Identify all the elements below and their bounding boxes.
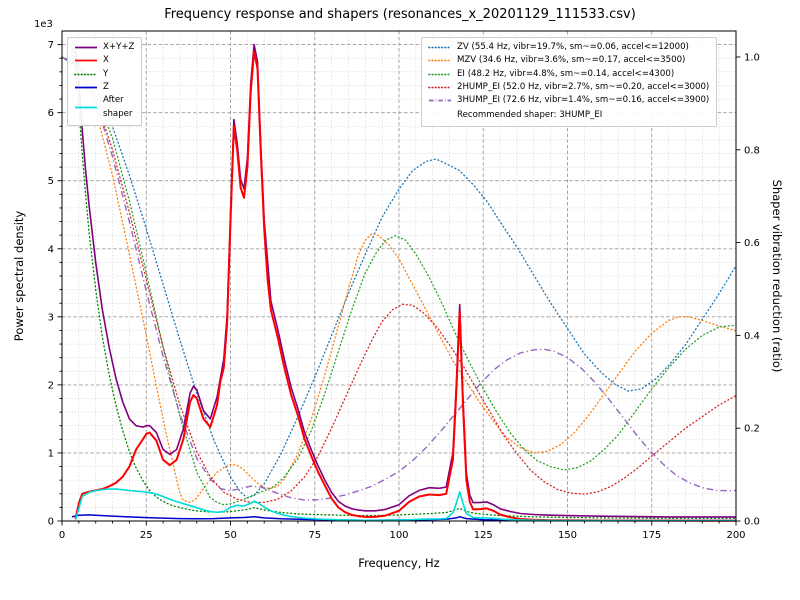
legend-item: ZV (55.4 Hz, vibr=19.7%, sm~=0.06, accel…: [428, 41, 709, 54]
series-X-Y-Z: [71, 43, 736, 518]
x-tick-label: 175: [642, 530, 661, 541]
legend-item: X+Y+Z: [74, 41, 134, 54]
legend-label: Z: [103, 81, 109, 92]
x-tick-label: 200: [726, 530, 745, 541]
series-EI: [61, 56, 737, 506]
legend-item: Z: [74, 81, 134, 94]
x-axis-label: Frequency, Hz: [358, 556, 440, 570]
legend-line-sample: [75, 86, 97, 89]
legend-line-sample: [75, 60, 97, 62]
x-tick-label: 150: [558, 530, 577, 541]
legend-line-sample: [428, 73, 452, 76]
legend-line-sample: [74, 73, 98, 76]
legend-line-sample: [429, 100, 451, 102]
y-left-tick-label: 0: [48, 517, 54, 528]
legend-item: Y: [74, 68, 134, 81]
legend-line-sample: [75, 46, 97, 49]
legend-label: X: [103, 55, 109, 66]
x-tick-label: 25: [140, 530, 153, 541]
legend-line-sample: [428, 46, 452, 49]
legend-line-sample: [75, 106, 97, 109]
legend-item: MZV (34.6 Hz, vibr=3.6%, sm~=0.17, accel…: [428, 54, 709, 67]
y-left-tick-label: 3: [48, 312, 54, 323]
y-right-tick-label: 0.6: [744, 238, 760, 249]
y-axis-label-right: Shaper vibration reduction (ratio): [770, 179, 784, 373]
legend-item: 2HUMP_EI (52.0 Hz, vibr=2.7%, sm~=0.20, …: [428, 81, 709, 94]
x-tick-label: 100: [389, 530, 408, 541]
legend-label: After shaper: [103, 95, 133, 119]
legend-psd: X+Y+Z X Y Z After shaper: [67, 37, 143, 126]
series-MZV: [61, 56, 737, 504]
x-tick-label: 0: [59, 530, 65, 541]
y-left-tick-label: 4: [48, 244, 54, 255]
series-After-shaper: [74, 488, 736, 522]
legend-note: Recommended shaper: 3HUMP_EI: [457, 109, 603, 120]
legend-label: X+Y+Z: [103, 42, 135, 52]
x-tick-label: 125: [474, 530, 493, 541]
x-tick-label: 75: [308, 530, 321, 541]
series-ZV: [61, 56, 737, 499]
legend-label: 3HUMP_EI (72.6 Hz, vibr=1.4%, sm~=0.16, …: [457, 95, 710, 106]
series-3HUMP_EI: [61, 56, 737, 501]
legend-line-sample: [428, 60, 452, 62]
series-X: [74, 50, 736, 522]
legend-item: 3HUMP_EI (72.6 Hz, vibr=1.4%, sm~=0.16, …: [428, 94, 709, 107]
series-Z: [71, 514, 736, 522]
y-right-tick-label: 1.0: [744, 52, 760, 63]
legend-label: Y: [103, 68, 109, 79]
y-left-tick-label: 5: [48, 176, 54, 187]
y-left-tick-label: 7: [48, 40, 54, 51]
y-axis-label-left: Power spectral density: [12, 210, 26, 342]
legend-item: After shaper: [74, 94, 134, 121]
legend-item: EI (48.2 Hz, vibr=4.8%, sm~=0.14, accel<…: [428, 68, 709, 81]
legend-label: ZV (55.4 Hz, vibr=19.7%, sm~=0.06, accel…: [457, 42, 689, 52]
y-left-tick-label: 1: [48, 448, 54, 459]
legend-label: 2HUMP_EI (52.0 Hz, vibr=2.7%, sm~=0.20, …: [457, 81, 710, 92]
legend-item: X: [74, 54, 134, 67]
x-tick-label: 50: [224, 530, 237, 541]
y-left-tick-label: 2: [48, 380, 54, 391]
series-2HUMP_EI: [61, 56, 737, 504]
y-right-tick-label: 0.0: [744, 517, 760, 528]
y-axis-offset-label: 1e3: [34, 19, 53, 30]
legend-label: EI (48.2 Hz, vibr=4.8%, sm~=0.14, accel<…: [457, 68, 675, 79]
series-Y: [71, 50, 737, 519]
y-right-tick-label: 0.8: [744, 145, 760, 156]
y-right-tick-label: 0.4: [744, 331, 760, 342]
y-left-tick-label: 6: [48, 108, 54, 119]
legend-shapers: ZV (55.4 Hz, vibr=19.7%, sm~=0.06, accel…: [421, 37, 718, 127]
legend-line-sample: [428, 86, 452, 89]
legend-label: MZV (34.6 Hz, vibr=3.6%, sm~=0.17, accel…: [457, 55, 686, 66]
y-right-tick-label: 0.2: [744, 424, 760, 435]
chart-title: Frequency response and shapers (resonanc…: [164, 7, 636, 22]
